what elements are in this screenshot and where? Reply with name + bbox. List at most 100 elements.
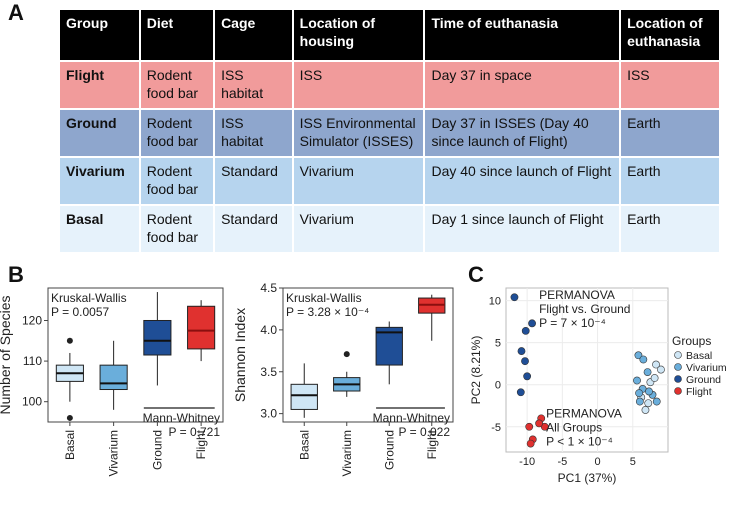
header-group: Group (60, 10, 139, 60)
point-flight (525, 422, 534, 431)
y-tick-label: 4.0 (260, 323, 277, 337)
point-flight (540, 422, 549, 431)
point-vivarium (643, 368, 652, 377)
header-housing: Location of housing (293, 10, 424, 60)
cell-diet: Rodent food bar (140, 110, 214, 156)
mann-whitney-title: Mann-Whitney (373, 411, 450, 425)
x-tick-label: -10 (519, 456, 535, 468)
study-design-table: Group Diet Cage Location of housing Time… (58, 8, 721, 254)
outlier-point (343, 351, 350, 358)
permanova-1-comparison: Flight vs. Ground (539, 302, 630, 316)
cell-housing: Vivarium (293, 158, 424, 204)
box-basal (55, 364, 84, 382)
table-row: Flight Rodent food bar ISS habitat ISS D… (60, 62, 719, 108)
legend-swatch-vivarium (674, 363, 682, 371)
cell-diet: Rodent food bar (140, 62, 214, 108)
point-basal (652, 360, 660, 369)
cell-cage: ISS habitat (215, 110, 292, 156)
cell-diet: Rodent food bar (140, 158, 214, 204)
point-flight (526, 439, 535, 448)
point-vivarium (652, 397, 661, 406)
cell-cage: ISS habitat (215, 62, 292, 108)
cell-housing: ISS Environmental Simulator (ISSES) (293, 110, 424, 156)
box-ground (143, 319, 172, 356)
y-tick-label: 5 (495, 338, 501, 350)
point-flight (537, 414, 546, 423)
y-tick-label: 110 (23, 354, 42, 368)
point-vivarium (635, 389, 644, 398)
kruskal-wallis-p: P = 3.28 × 10⁻⁴ (286, 305, 369, 319)
header-diet: Diet (140, 10, 214, 60)
header-time: Time of euthanasia (425, 10, 620, 60)
kruskal-wallis-p: P = 0.0057 (51, 305, 109, 319)
legend-swatch-flight (674, 387, 682, 395)
legend-swatch-basal (674, 351, 682, 359)
cell-euthanasia: Earth (621, 110, 719, 156)
point-vivarium (633, 376, 641, 385)
point-ground (521, 357, 529, 366)
point-ground (523, 372, 532, 381)
cell-group: Basal (60, 206, 139, 252)
y-tick-label: 100 (22, 395, 42, 409)
mann-whitney-p: P = 0.022 (399, 425, 451, 439)
y-tick-label: 0 (495, 380, 501, 392)
cell-time: Day 40 since launch of Flight (425, 158, 620, 204)
point-vivarium (648, 390, 657, 399)
x-tick-label: 5 (630, 456, 636, 468)
box-flight (187, 305, 216, 350)
point-flight (535, 419, 544, 428)
panel-label-c: C (468, 262, 484, 287)
point-basal (657, 365, 665, 374)
y-axis-label: PC2 (8.21%) (469, 336, 483, 405)
cell-group: Vivarium (60, 158, 139, 204)
point-vivarium (635, 397, 644, 406)
legend-label: Ground (686, 374, 721, 386)
x-tick-label: -5 (557, 456, 567, 468)
x-tick-label: Ground (382, 430, 396, 470)
cell-time: Day 37 in ISSES (Day 40 since launch of … (425, 110, 620, 156)
cell-time: Day 37 in space (425, 62, 620, 108)
table-header-row: Group Diet Cage Location of housing Time… (60, 10, 719, 60)
permanova-2-p: P < 1 × 10⁻⁴ (546, 435, 613, 449)
cell-group: Flight (60, 62, 139, 108)
cell-euthanasia: Earth (621, 206, 719, 252)
box-flight (418, 297, 446, 314)
point-vivarium (645, 387, 653, 396)
x-tick-label: Vivarium (340, 430, 354, 476)
outlier-point (66, 337, 73, 344)
table-row: Vivarium Rodent food bar Standard Vivari… (60, 158, 719, 204)
pca-scatter: -10 -5 0 5 -5 0 5 10 PC1 (37%) PC2 (8.21%) PERMANO… (469, 287, 727, 485)
x-tick-label: Flight (425, 429, 439, 459)
box-basal (290, 383, 318, 410)
permanova-1-p: P = 7 × 10⁻⁴ (539, 316, 606, 330)
permanova-2-comparison: All Groups (546, 421, 602, 435)
y-tick-label: -5 (491, 422, 501, 434)
x-tick-label: Flight (194, 429, 208, 459)
y-axis-label: Number of Species (0, 295, 13, 414)
y-tick-label: 120 (22, 313, 42, 327)
x-axis-label: PC1 (37%) (558, 471, 617, 485)
x-tick-label: Vivarium (107, 430, 121, 476)
y-tick-label: 10 (489, 296, 501, 308)
cell-housing: ISS (293, 62, 424, 108)
point-basal (646, 378, 655, 387)
box-ground (375, 326, 403, 366)
cell-euthanasia: Earth (621, 158, 719, 204)
point-ground (517, 347, 526, 355)
header-cage: Cage (215, 10, 292, 60)
point-vivarium (638, 385, 647, 393)
legend-label: Flight (686, 386, 712, 398)
y-tick-label: 4.5 (260, 281, 277, 295)
table-row: Ground Rodent food bar ISS habitat ISS E… (60, 110, 719, 156)
x-tick-label: Basal (63, 430, 77, 460)
legend-swatch-ground (674, 375, 682, 383)
box-plot-0: 100 110 120 Number of Species Basal Vivarium G… (0, 287, 224, 476)
x-tick-label: Basal (297, 430, 311, 460)
panel-label-a: A (8, 0, 24, 25)
header-euthanasia: Location of euthanasia (621, 10, 719, 60)
cell-time: Day 1 since launch of Flight (425, 206, 620, 252)
legend-title: Groups (672, 334, 711, 348)
legend-label: Basal (686, 350, 712, 362)
plot-frame (282, 287, 454, 423)
box-vivarium (333, 377, 361, 392)
